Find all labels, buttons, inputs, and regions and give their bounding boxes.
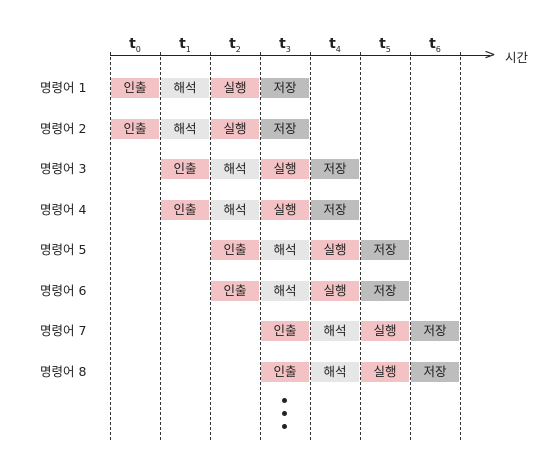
time-gridline	[460, 52, 461, 440]
stage-cell-decode: 해석	[311, 361, 359, 382]
time-label-6: t6	[410, 36, 460, 54]
time-label-sub: 6	[435, 44, 441, 54]
stage-cell-store: 저장	[311, 159, 359, 179]
time-gridline	[360, 52, 361, 440]
stage-cell-store: 저장	[411, 321, 459, 341]
time-label-2: t2	[210, 36, 260, 54]
time-label-base: t	[379, 36, 386, 52]
stage-cell-fetch: 인출	[161, 199, 209, 220]
time-label-base: t	[429, 36, 436, 52]
stage-cell-fetch: 인출	[261, 361, 309, 382]
stage-cell-decode: 해석	[311, 321, 359, 341]
instruction-label: 명령어 3	[40, 161, 87, 176]
time-label-3: t3	[260, 36, 310, 54]
stage-cell-execute: 실행	[211, 78, 259, 98]
stage-cell-store: 저장	[311, 199, 359, 220]
instruction-label: 명령어 6	[40, 282, 87, 298]
time-label-base: t	[229, 36, 236, 52]
time-axis-arrowhead: >	[484, 47, 496, 63]
time-gridline	[260, 52, 261, 440]
stage-cell-store: 저장	[361, 280, 409, 301]
instruction-label: 명령어 2	[40, 120, 87, 136]
stage-cell-decode: 해석	[261, 240, 309, 260]
time-label-5: t5	[360, 36, 410, 54]
stage-cell-fetch: 인출	[111, 118, 159, 139]
time-label-base: t	[129, 36, 136, 52]
stage-cell-store: 저장	[411, 361, 459, 382]
time-label-sub: 3	[285, 44, 291, 54]
time-label-sub: 1	[185, 44, 191, 54]
instruction-label: 명령어 8	[40, 363, 87, 379]
stage-cell-decode: 해석	[161, 78, 209, 98]
stage-cell-execute: 실행	[311, 240, 359, 260]
stage-cell-decode: 해석	[211, 199, 259, 220]
instruction-label: 명령어 5	[40, 242, 87, 257]
time-label-1: t1	[160, 36, 210, 54]
continuation-dot	[282, 424, 287, 429]
stage-cell-fetch: 인출	[261, 321, 309, 341]
stage-cell-store: 저장	[261, 78, 309, 98]
time-label-sub: 2	[235, 44, 241, 54]
stage-cell-fetch: 인출	[161, 159, 209, 179]
time-gridline	[160, 52, 161, 440]
time-label-0: t0	[110, 36, 160, 54]
stage-cell-decode: 해석	[211, 159, 259, 179]
stage-cell-decode: 해석	[161, 118, 209, 139]
stage-cell-store: 저장	[361, 240, 409, 260]
time-gridline	[410, 52, 411, 440]
time-label-sub: 4	[335, 44, 341, 54]
instruction-label: 명령어 1	[40, 80, 87, 95]
stage-cell-execute: 실행	[311, 280, 359, 301]
time-axis-label: 시간	[505, 50, 529, 65]
stage-cell-execute: 실행	[361, 361, 409, 382]
time-label-base: t	[279, 36, 286, 52]
instruction-label: 명령어 4	[40, 201, 87, 217]
instruction-label: 명령어 7	[40, 323, 87, 338]
time-gridline	[310, 52, 311, 440]
time-axis-line	[110, 55, 490, 56]
stage-cell-execute: 실행	[361, 321, 409, 341]
time-gridline	[210, 52, 211, 440]
stage-cell-execute: 실행	[261, 199, 309, 220]
stage-cell-execute: 실행	[211, 118, 259, 139]
time-label-base: t	[179, 36, 186, 52]
continuation-dot	[282, 398, 287, 403]
continuation-dot	[282, 411, 287, 416]
time-label-sub: 5	[385, 44, 391, 54]
time-gridline	[110, 52, 111, 440]
stage-cell-fetch: 인출	[111, 78, 159, 98]
time-label-sub: 0	[135, 44, 141, 54]
stage-cell-fetch: 인출	[211, 280, 259, 301]
stage-cell-decode: 해석	[261, 280, 309, 301]
stage-cell-fetch: 인출	[211, 240, 259, 260]
time-label-4: t4	[310, 36, 360, 54]
time-label-base: t	[329, 36, 336, 52]
stage-cell-store: 저장	[261, 118, 309, 139]
stage-cell-execute: 실행	[261, 159, 309, 179]
